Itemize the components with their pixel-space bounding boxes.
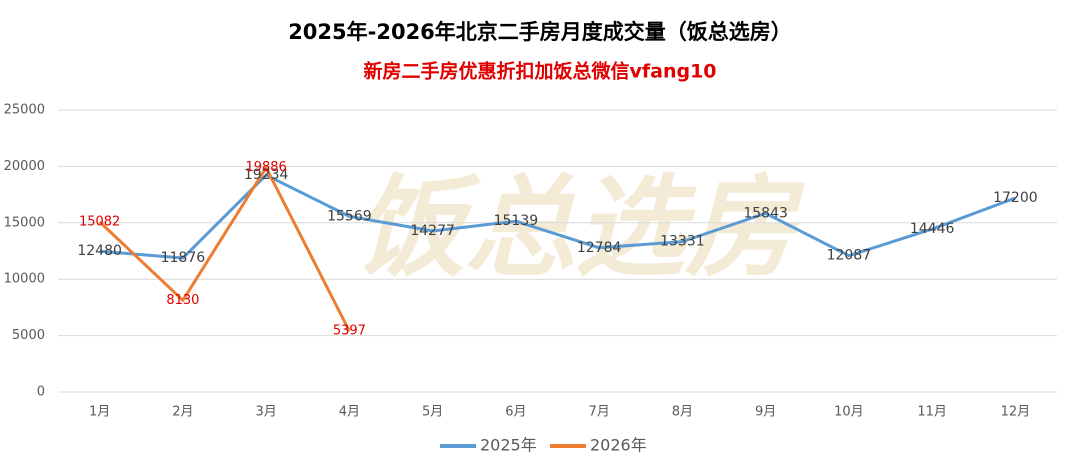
y-tick-label: 20000: [4, 159, 45, 174]
data-label: 13331: [660, 234, 705, 250]
y-tick-label: 15000: [4, 215, 45, 230]
data-label: 15843: [743, 205, 788, 221]
y-tick-label: 25000: [4, 103, 45, 118]
chart-title: 2025年-2026年北京二手房月度成交量（饭总选房）: [288, 20, 792, 44]
x-tick-label: 8月: [672, 405, 693, 420]
x-tick-label: 3月: [255, 405, 276, 420]
legend-label: 2025年: [480, 436, 537, 455]
x-tick-label: 6月: [505, 405, 526, 420]
x-tick-label: 12月: [1001, 405, 1031, 420]
x-tick-label: 4月: [339, 405, 360, 420]
data-label: 12087: [827, 248, 872, 264]
data-label: 17200: [993, 190, 1038, 206]
x-tick-label: 1月: [89, 405, 110, 420]
y-tick-label: 10000: [4, 272, 45, 287]
x-tick-label: 7月: [588, 405, 609, 420]
data-label: 15082: [79, 214, 120, 229]
data-label: 12480: [77, 243, 122, 259]
data-label: 8130: [166, 293, 199, 308]
line: [98, 166, 351, 332]
data-label: 15569: [327, 208, 372, 224]
data-label: 11876: [161, 250, 206, 266]
y-tick-label: 5000: [12, 328, 45, 343]
data-label: 19886: [245, 160, 286, 175]
x-tick-label: 10月: [834, 405, 864, 420]
x-tick-label: 2月: [172, 405, 193, 420]
y-tick-label: 0: [37, 385, 45, 400]
data-label: 19234: [244, 167, 289, 183]
legend-label: 2026年: [590, 436, 647, 455]
x-tick-label: 5月: [422, 405, 443, 420]
data-label: 12784: [577, 240, 622, 256]
chart-subtitle: 新房二手房优惠折扣加饭总微信vfang10: [363, 60, 716, 83]
data-label: 15139: [494, 213, 539, 229]
watermark: 饭总选房: [355, 163, 805, 291]
data-label: 5397: [333, 324, 366, 339]
data-label: 14277: [410, 223, 455, 239]
x-tick-label: 9月: [755, 405, 776, 420]
data-label: 14446: [910, 221, 955, 237]
x-tick-label: 11月: [917, 405, 947, 420]
